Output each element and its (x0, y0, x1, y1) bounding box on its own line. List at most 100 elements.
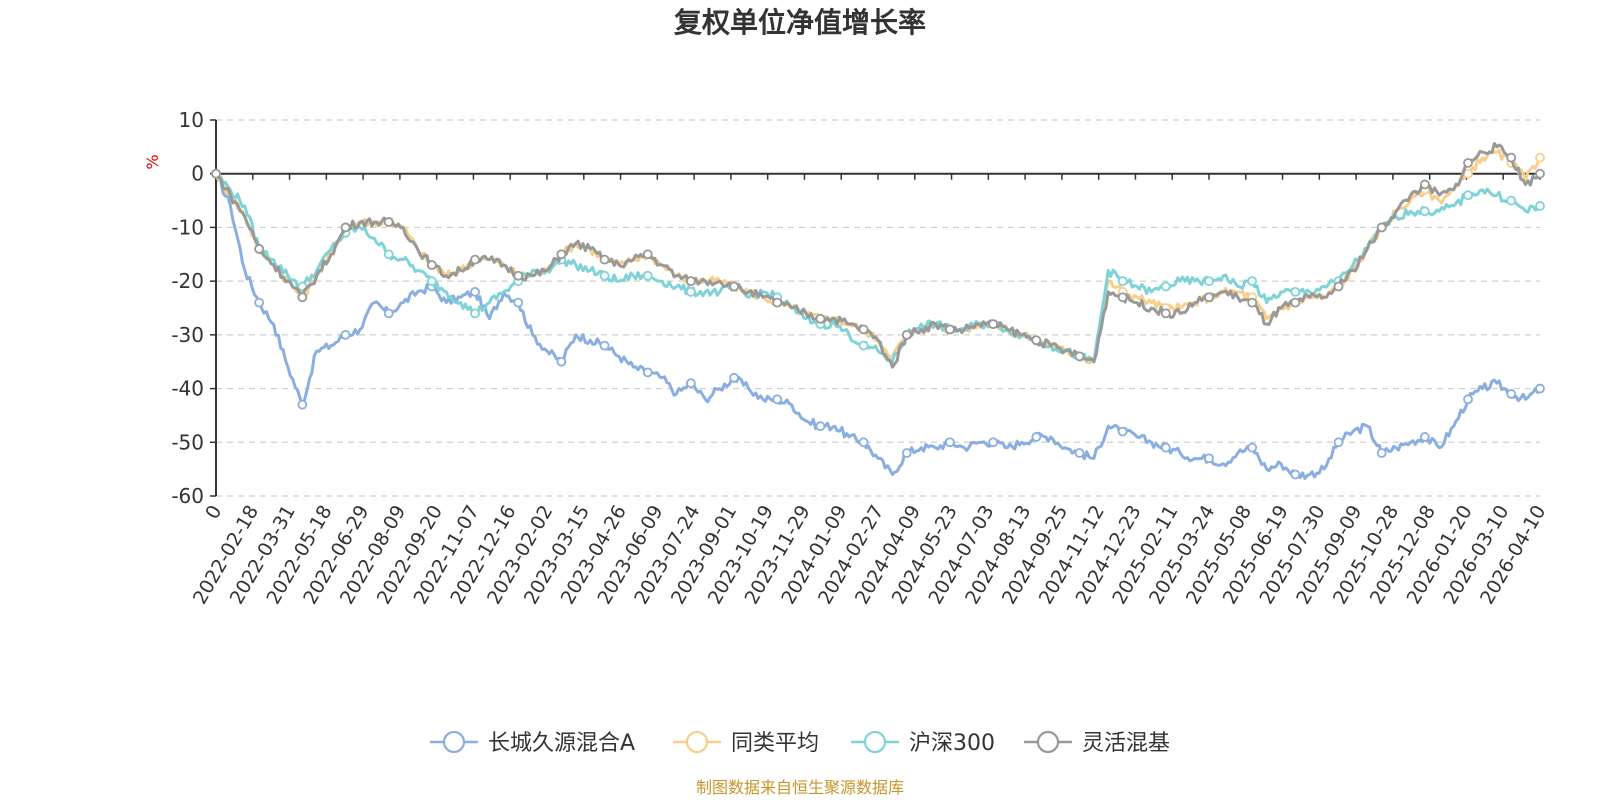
y-tick-label: 10 (179, 108, 204, 132)
data-point[interactable] (426, 260, 437, 270)
data-point[interactable] (340, 329, 351, 340)
data-point[interactable] (988, 437, 999, 448)
data-point[interactable] (599, 340, 610, 351)
data-point[interactable] (1204, 292, 1214, 303)
data-point[interactable] (1463, 190, 1473, 201)
data-point[interactable] (901, 448, 912, 458)
data-point[interactable] (945, 437, 955, 448)
data-point[interactable] (1463, 394, 1473, 405)
data-point[interactable] (1247, 297, 1258, 308)
legend-marker (685, 730, 709, 754)
data-point[interactable] (1204, 276, 1214, 287)
data-point[interactable] (1160, 442, 1171, 453)
axes (215, 120, 1541, 496)
data-point[interactable] (383, 249, 394, 260)
data-point[interactable] (1535, 383, 1545, 394)
data-point[interactable] (1074, 351, 1085, 362)
data-point[interactable] (642, 270, 653, 281)
data-point[interactable] (772, 394, 783, 405)
data-point[interactable] (858, 437, 869, 448)
legend-item[interactable]: 沪深300 (851, 730, 995, 756)
y-axis-label: % (143, 154, 162, 169)
y-tick-label: -10 (171, 215, 204, 239)
y-tick-label: -50 (171, 430, 204, 454)
legend-item[interactable]: 同类平均 (673, 730, 819, 756)
data-point[interactable] (1419, 432, 1430, 442)
legend-item[interactable]: 灵活混基 (1024, 730, 1170, 756)
data-point[interactable] (1376, 448, 1387, 458)
data-point[interactable] (1031, 335, 1042, 346)
data-point[interactable] (988, 319, 999, 330)
data-point[interactable] (1535, 152, 1545, 163)
data-point[interactable] (901, 329, 912, 340)
y-tick-label: -60 (171, 484, 204, 508)
data-point[interactable] (599, 270, 610, 281)
data-point[interactable] (1290, 286, 1301, 297)
data-point[interactable] (945, 324, 955, 335)
data-point[interactable] (1333, 437, 1344, 448)
data-point[interactable] (1160, 281, 1171, 292)
data-point[interactable] (729, 281, 739, 292)
data-point[interactable] (1247, 442, 1258, 453)
data-point[interactable] (340, 222, 351, 233)
data-point[interactable] (1376, 222, 1387, 233)
data-point[interactable] (1535, 201, 1545, 211)
data-point[interactable] (254, 244, 265, 254)
data-point[interactable] (426, 276, 437, 287)
data-point[interactable] (815, 421, 826, 432)
data-point[interactable] (686, 286, 696, 297)
chart-title: 复权单位净值增长率 (674, 6, 926, 39)
legend-marker (1036, 730, 1060, 754)
data-point[interactable] (211, 168, 221, 179)
legend-label: 灵活混基 (1082, 731, 1170, 756)
legend-marker (863, 730, 887, 754)
data-point[interactable] (1506, 152, 1517, 163)
data-point[interactable] (383, 308, 394, 319)
data-point[interactable] (1117, 426, 1128, 437)
data-point[interactable] (1290, 469, 1301, 480)
data-point[interactable] (556, 356, 567, 367)
data-point[interactable] (297, 292, 308, 303)
data-point[interactable] (513, 297, 524, 308)
data-source-note: 制图数据来自恒生聚源数据库 (696, 778, 904, 797)
data-point[interactable] (1204, 453, 1214, 464)
data-point[interactable] (556, 249, 567, 260)
data-point[interactable] (858, 324, 869, 335)
data-point[interactable] (772, 297, 783, 308)
data-point[interactable] (1074, 448, 1085, 458)
data-point[interactable] (642, 367, 653, 378)
data-point[interactable] (1535, 168, 1545, 179)
data-point[interactable] (1247, 276, 1258, 287)
legend-item[interactable]: 长城久源混合A (430, 730, 635, 756)
data-point[interactable] (599, 254, 610, 265)
data-point[interactable] (1506, 389, 1517, 399)
data-point[interactable] (254, 297, 265, 308)
legend: 长城久源混合A 同类平均 沪深300 灵活混基 (430, 730, 1170, 756)
data-point[interactable] (297, 399, 308, 410)
y-tick-label: -30 (171, 323, 204, 347)
legend-label: 同类平均 (731, 731, 819, 756)
data-point[interactable] (470, 254, 480, 265)
data-point[interactable] (686, 378, 696, 389)
data-point[interactable] (383, 217, 394, 227)
data-point[interactable] (1463, 158, 1473, 168)
data-point[interactable] (815, 313, 826, 324)
data-point[interactable] (686, 276, 696, 287)
data-point[interactable] (729, 372, 739, 383)
data-point[interactable] (1333, 281, 1344, 292)
data-point[interactable] (858, 340, 869, 351)
data-point[interactable] (1506, 195, 1517, 206)
data-point[interactable] (1031, 432, 1042, 442)
series-line-2 (214, 172, 1542, 364)
data-point[interactable] (470, 286, 480, 297)
data-point[interactable] (1117, 292, 1128, 303)
data-point[interactable] (513, 270, 524, 281)
data-point[interactable] (1117, 276, 1128, 287)
data-point[interactable] (470, 308, 480, 319)
data-point[interactable] (1419, 179, 1430, 190)
data-point[interactable] (1419, 206, 1430, 217)
data-point[interactable] (1290, 297, 1301, 308)
y-tick-labels: 10 0 -10 -20 -30 -40 -50 -60 (171, 108, 216, 508)
data-point[interactable] (1160, 308, 1171, 319)
data-point[interactable] (642, 249, 653, 260)
